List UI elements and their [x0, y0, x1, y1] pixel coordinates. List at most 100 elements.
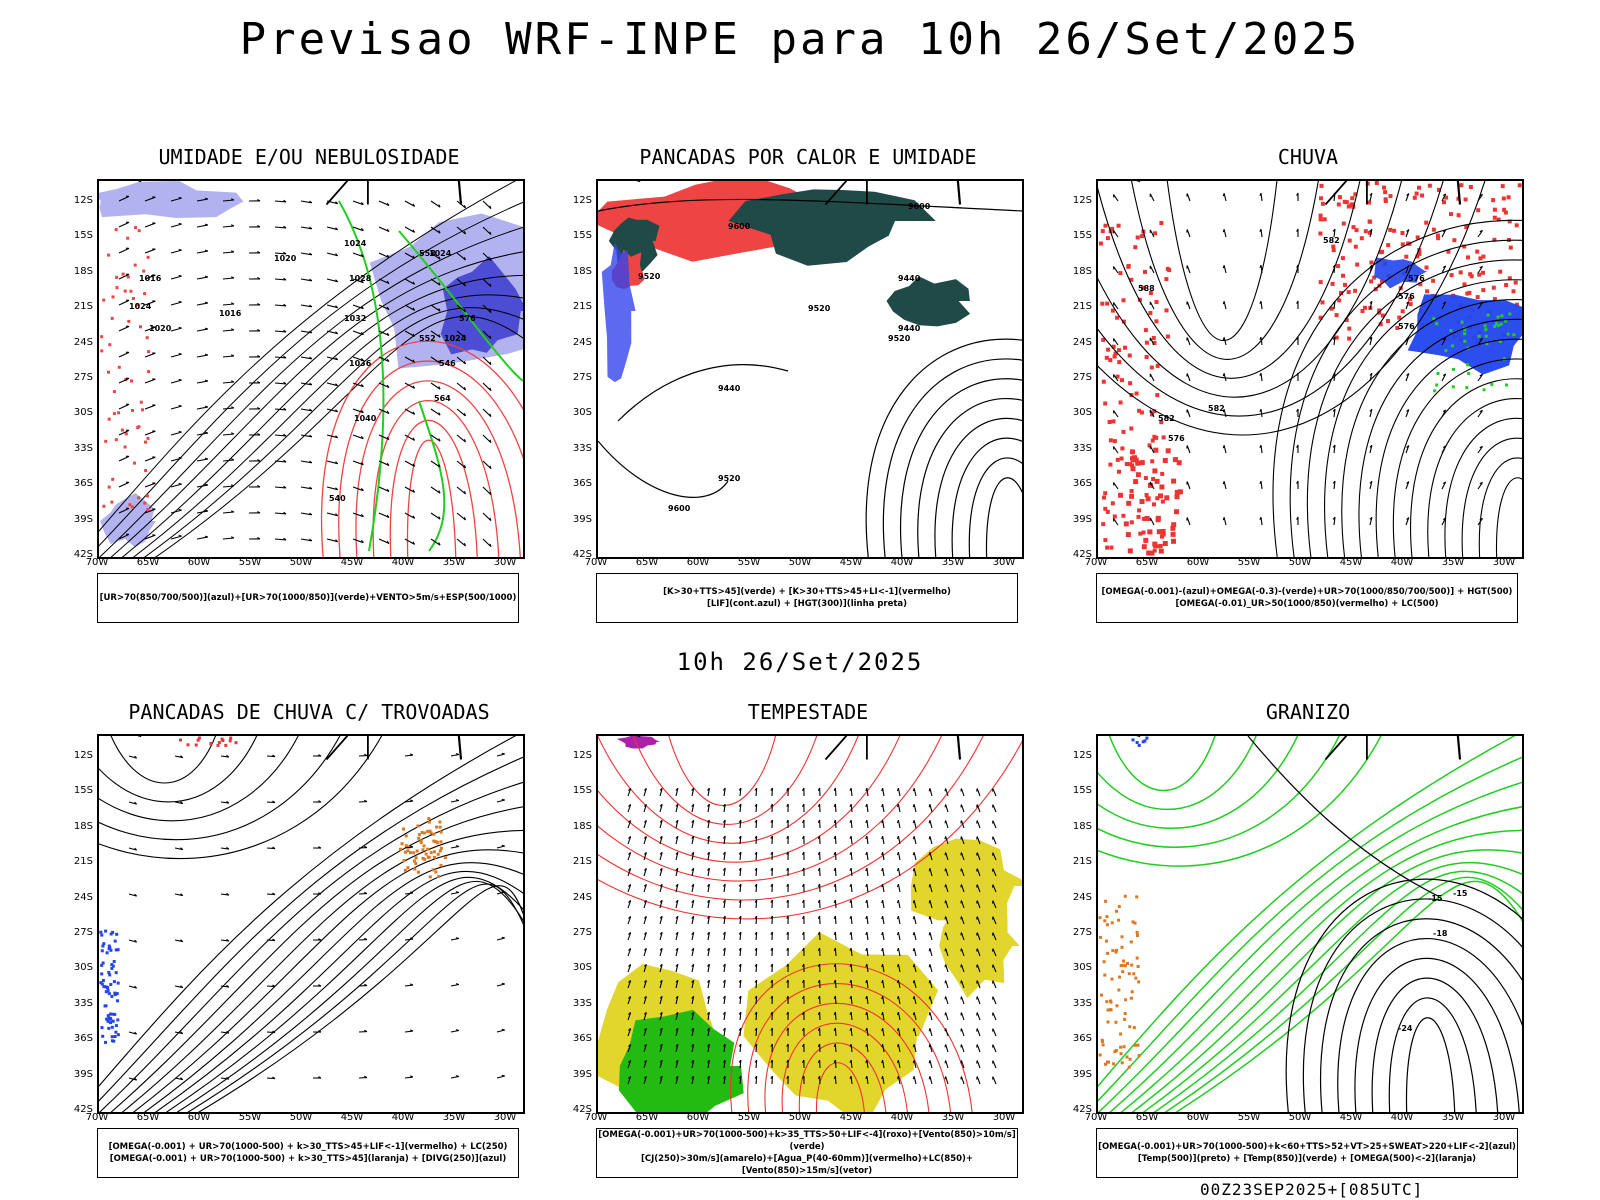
wind-vector	[128, 755, 137, 759]
wind-vector-head	[659, 1011, 663, 1015]
precip-speckle	[1380, 313, 1385, 318]
wind-vector-head	[707, 819, 710, 823]
wind-vector	[627, 868, 632, 877]
contour-line	[154, 870, 523, 1112]
wind-vector	[866, 1028, 869, 1037]
wind-vector-head	[802, 1075, 805, 1079]
wind-vector	[945, 884, 949, 893]
lon-tick-label: 30W	[992, 1112, 1016, 1123]
wind-vector	[1186, 301, 1191, 310]
wind-vector-head	[1296, 300, 1299, 304]
forecast-map: -15 -18 -24 -15	[1096, 734, 1524, 1114]
wind-vector	[659, 804, 663, 813]
precip-speckle	[1133, 921, 1137, 925]
wind-vector	[992, 868, 997, 877]
contour-line	[764, 1003, 930, 1112]
wind-vector-head	[455, 983, 460, 986]
wind-vector	[170, 301, 182, 306]
precip-speckle	[1318, 231, 1323, 236]
wind-vector	[170, 353, 182, 358]
wind-vector	[1113, 230, 1119, 238]
precip-speckle	[1517, 183, 1522, 188]
wind-vector-head	[309, 226, 313, 230]
wind-vector-head	[786, 819, 789, 823]
wind-vector	[992, 1060, 997, 1069]
wind-vector-head	[1442, 265, 1447, 269]
precip-speckle	[1372, 275, 1377, 280]
precip-speckle	[1350, 196, 1355, 201]
wind-vector	[739, 1028, 742, 1037]
precip-speckle	[114, 1030, 118, 1034]
precip-speckle	[1442, 200, 1446, 205]
wind-vector	[378, 382, 390, 389]
lat-tick-label: 27S	[1072, 927, 1092, 938]
contour-line	[1098, 736, 1516, 1088]
precip-speckle	[1117, 348, 1121, 353]
wind-vector-head	[257, 433, 261, 436]
wind-vector	[834, 835, 837, 845]
wind-vector	[643, 1076, 647, 1085]
precip-speckle	[1318, 315, 1323, 320]
wind-vector	[430, 226, 441, 234]
wind-vector-head	[178, 222, 182, 225]
wind-vector-head	[865, 979, 868, 984]
wind-vector	[675, 1060, 679, 1069]
wind-vector	[723, 1044, 726, 1053]
wind-vector-head	[438, 464, 441, 468]
precip-speckle	[1146, 550, 1152, 556]
lon-tick-label: 65W	[635, 557, 659, 568]
wind-vector-head	[738, 867, 742, 871]
precip-speckle	[429, 831, 433, 835]
wind-vector-head	[659, 915, 663, 919]
precip-speckle	[111, 477, 115, 481]
wind-vector	[1333, 445, 1336, 454]
precip-speckle	[1135, 235, 1140, 240]
wind-vector	[1405, 265, 1410, 274]
lon-tick-label: 35W	[442, 557, 466, 568]
wind-vector-head	[1369, 372, 1373, 376]
wind-vector	[659, 852, 663, 861]
wind-vector-head	[226, 846, 230, 850]
wind-vector	[945, 1060, 949, 1069]
wind-vector-head	[364, 845, 368, 849]
wind-vector-head	[489, 543, 492, 547]
precip-speckle	[1104, 899, 1108, 903]
wind-vector-head	[455, 799, 460, 802]
contour-line	[110, 806, 523, 1112]
precip-speckle	[1127, 1065, 1131, 1069]
wind-vector	[118, 455, 130, 462]
lat-tick-label: 24S	[572, 336, 592, 348]
wind-vector	[274, 278, 287, 281]
lat-tick-label: 39S	[1072, 513, 1092, 525]
wind-vector	[266, 893, 276, 896]
contour-label: 1024	[344, 239, 367, 248]
precip-speckle	[100, 349, 104, 353]
precip-speckle	[111, 964, 115, 968]
wind-vector-head	[412, 515, 416, 519]
wind-vector	[897, 996, 901, 1005]
wind-vector-head	[802, 979, 805, 983]
precip-speckle	[146, 508, 150, 511]
wind-vector	[960, 820, 965, 829]
precip-speckle	[1123, 964, 1127, 968]
wind-vector-head	[896, 1060, 899, 1064]
wind-vector-head	[360, 514, 364, 518]
wind-vector	[274, 252, 287, 255]
precip-speckle	[1171, 538, 1176, 544]
lon-tick-label: 55W	[1237, 1112, 1261, 1123]
precip-speckle	[101, 944, 105, 948]
wind-vector-head	[360, 280, 364, 284]
wind-vector-head	[912, 836, 915, 840]
wind-vector	[897, 884, 901, 893]
wind-vector-head	[691, 1075, 695, 1079]
wind-vector	[627, 900, 632, 909]
contour-line	[99, 736, 382, 860]
wind-vector	[430, 460, 441, 468]
wind-vector-head	[659, 851, 663, 855]
precip-speckle	[1108, 358, 1113, 363]
wind-vector-head	[501, 798, 505, 801]
wind-vector-head	[178, 274, 182, 277]
precip-speckle	[436, 852, 440, 856]
precip-speckle	[1153, 447, 1159, 453]
wind-vector	[170, 249, 182, 254]
